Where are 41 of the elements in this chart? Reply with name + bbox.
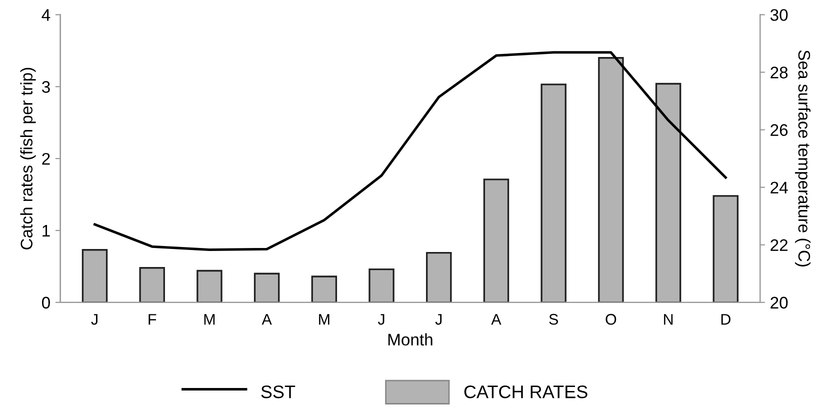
x-tick-label: M (319, 314, 330, 325)
y-tick-label: 3 (42, 81, 50, 93)
y2-tick-label: 26 (770, 124, 788, 136)
y-tick-label: 2 (42, 152, 50, 165)
y-tick-label: 4 (42, 9, 50, 21)
bar (483, 178, 510, 302)
bar (139, 267, 165, 302)
bar (540, 84, 566, 302)
y2-tick-label: 28 (770, 66, 788, 78)
bar (598, 57, 624, 302)
x-tick-label: A (262, 314, 272, 325)
x-tick-label: D (721, 314, 730, 325)
bar (368, 268, 394, 302)
line-series (94, 51, 727, 251)
x-tick-label: F (148, 314, 156, 325)
y-tick-label: 1 (42, 225, 50, 237)
x-tick-label: S (549, 314, 558, 325)
y-tick-label: 0 (42, 296, 50, 309)
y2-tick-label: 30 (770, 9, 788, 21)
x-axis-title: Month (388, 333, 432, 346)
bar (254, 272, 280, 302)
bar (655, 82, 682, 302)
bar (311, 276, 338, 302)
y2-tick-label: 20 (770, 296, 788, 309)
bar (196, 270, 222, 302)
legend-label: CATCH RATES (464, 385, 588, 398)
y2-tick-label: 24 (770, 182, 788, 194)
legend-label: SST (261, 385, 296, 398)
x-tick-label: J (378, 314, 384, 325)
y-axis-title: Catch rates (fish per trip) (20, 68, 36, 250)
bar (712, 195, 739, 302)
x-tick-label: J (435, 314, 442, 325)
x-tick-label: A (491, 314, 502, 325)
bar (426, 252, 452, 302)
bar (82, 249, 108, 302)
x-tick-label: M (204, 314, 215, 325)
x-tick-label: J (91, 314, 98, 325)
y2-axis-title: Sea surface temperature (°C) (795, 50, 811, 266)
x-tick-label: O (606, 314, 616, 325)
y2-tick-label: 22 (770, 239, 788, 251)
x-tick-label: N (664, 314, 673, 325)
